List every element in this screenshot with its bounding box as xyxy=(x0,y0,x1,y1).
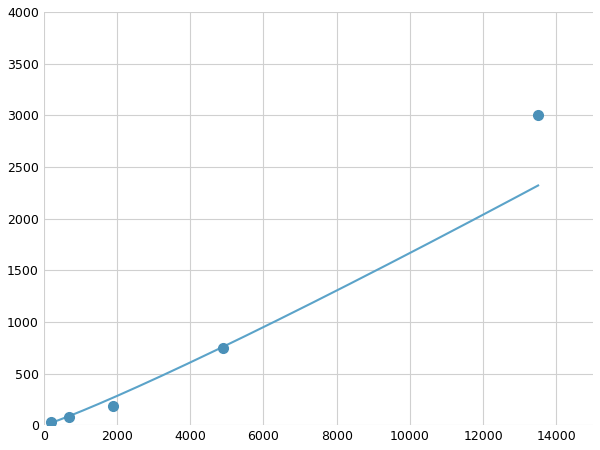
Point xyxy=(218,344,228,351)
Point xyxy=(65,414,74,421)
Point xyxy=(109,402,118,410)
Point xyxy=(46,418,56,426)
Point xyxy=(533,112,543,119)
